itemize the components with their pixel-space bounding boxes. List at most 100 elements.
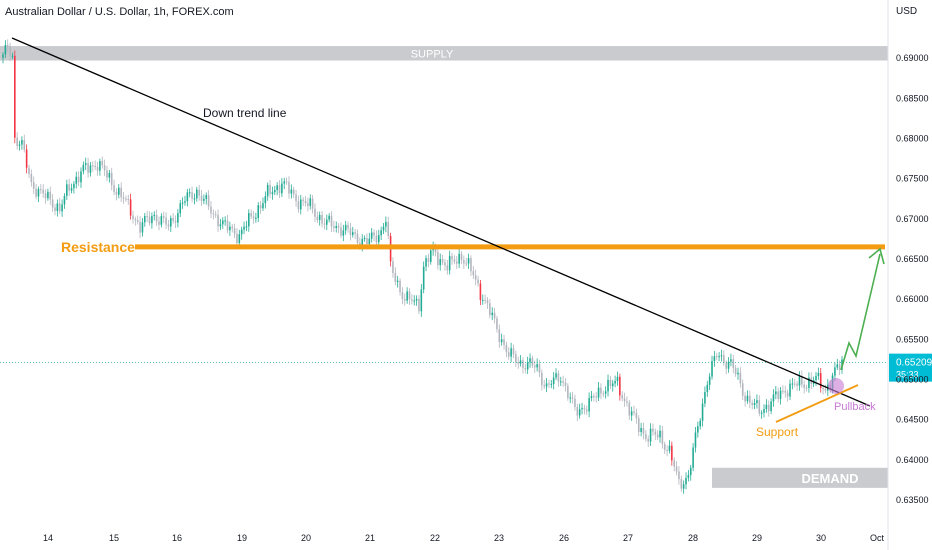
candle-body [467, 258, 470, 264]
candle-body [335, 226, 338, 228]
candle [25, 144, 28, 174]
candle-body [382, 226, 385, 231]
candle-body [607, 379, 609, 392]
candle-body [744, 395, 746, 402]
candle [510, 342, 512, 363]
candle-body [564, 382, 567, 386]
candle-body [132, 215, 134, 220]
candle [167, 219, 170, 231]
candle-body [737, 372, 739, 375]
candle [141, 218, 144, 237]
candle-body [437, 252, 439, 266]
candle [704, 386, 706, 408]
candle-body [316, 216, 319, 220]
supply-label: SUPPLY [411, 48, 454, 60]
candle-body [198, 189, 200, 196]
candle-body [571, 397, 574, 399]
candle-body [732, 359, 735, 368]
candle-body [158, 221, 160, 225]
candle [765, 399, 768, 413]
candle-body [519, 360, 522, 364]
candle [574, 394, 576, 411]
candle [37, 186, 40, 203]
candle [602, 390, 605, 398]
candle [318, 211, 321, 226]
candle-body [439, 259, 442, 266]
candle-body [106, 170, 108, 178]
candle-body [392, 261, 394, 273]
candle [571, 391, 574, 404]
candle [507, 347, 510, 360]
candle [760, 410, 763, 419]
candle-body [834, 367, 836, 376]
candle-body [231, 226, 234, 229]
candle [484, 294, 486, 304]
candle-body [682, 484, 685, 489]
candle [392, 257, 394, 278]
candle-body [451, 256, 453, 260]
candle-body [56, 203, 59, 211]
candle-body [214, 214, 217, 216]
candle-body [704, 392, 706, 404]
candle-body [583, 408, 586, 410]
candle-body [224, 220, 226, 222]
trend-line-label: Down trend line [203, 106, 287, 120]
candle-body [363, 238, 366, 240]
candle [481, 294, 484, 305]
candle-body [4, 44, 7, 55]
candle-body [604, 391, 607, 394]
candle [96, 161, 99, 176]
candle [56, 199, 59, 217]
candle [647, 435, 650, 448]
x-tick-label: 20 [301, 533, 311, 543]
candle [730, 353, 732, 367]
candle [408, 288, 411, 306]
candle-body [720, 355, 723, 357]
candle-body [765, 404, 768, 410]
candle [720, 349, 723, 362]
candle [82, 161, 85, 175]
y-tick-label: 0.64500 [896, 415, 929, 425]
candle [614, 375, 616, 388]
candle [718, 352, 720, 362]
candle [772, 389, 775, 407]
candle [87, 157, 89, 178]
candle [805, 384, 808, 392]
currency-label: USD [896, 6, 918, 17]
candle [741, 379, 744, 401]
candle [751, 399, 753, 410]
candle-body [463, 260, 465, 264]
candle [678, 466, 680, 485]
candle [699, 418, 701, 430]
candle-body [394, 272, 397, 282]
x-tick-label: Oct [870, 533, 885, 543]
candle [73, 181, 75, 194]
candle [758, 395, 761, 417]
price-badge-value: 0.65209 [896, 358, 932, 369]
candle-body [550, 383, 553, 385]
candle-body [44, 193, 47, 199]
candle [666, 445, 668, 457]
y-tick-label: 0.66500 [896, 254, 929, 264]
candle [668, 440, 671, 454]
candle [23, 134, 26, 153]
candle [259, 200, 262, 214]
candle [335, 221, 338, 233]
candle [463, 255, 465, 269]
candle [635, 408, 638, 424]
candle-body [675, 466, 678, 472]
candle-body [160, 216, 163, 225]
candle-body [668, 445, 671, 451]
candle [654, 428, 657, 441]
candle-body [155, 214, 158, 222]
candle [118, 184, 120, 199]
candle-body [770, 401, 772, 412]
candle-body [35, 188, 37, 197]
candle [49, 186, 52, 205]
candle-body [229, 226, 231, 231]
candle-body [465, 263, 468, 265]
candle-body [118, 187, 120, 195]
candle [396, 275, 399, 288]
candle-body [281, 183, 283, 194]
